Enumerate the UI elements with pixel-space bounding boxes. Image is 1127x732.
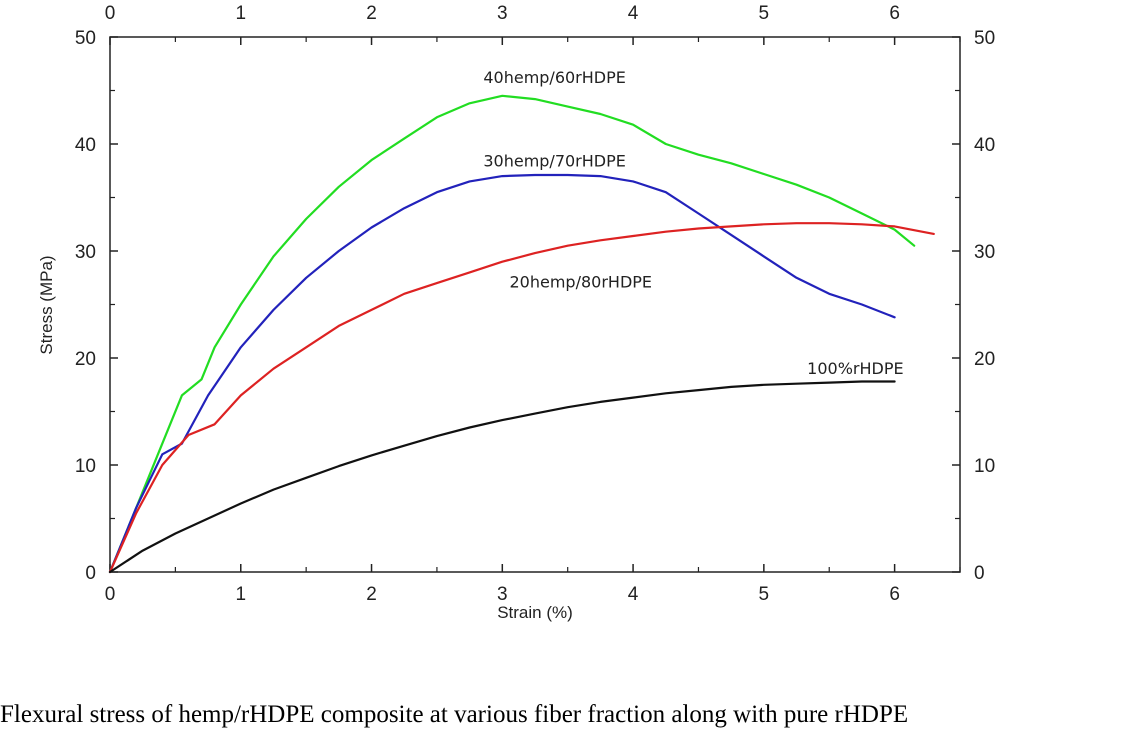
labels-layer: 40hemp/60rHDPE 30hemp/70rHDPE 20hemp/80rHD…: [483, 68, 903, 378]
x-tick-label-top: 3: [497, 3, 508, 24]
y-tick-label-left: 20: [75, 349, 96, 370]
y-tick-label-right: 10: [974, 456, 995, 477]
y-tick-label-left: 10: [75, 456, 96, 477]
y-axis-title: Stress (MPa): [37, 255, 56, 354]
series-line-1: [108, 94, 916, 574]
x-tick-label-bottom: 3: [497, 584, 508, 605]
x-tick-label-bottom: 5: [759, 584, 770, 605]
series-line-2: [108, 173, 896, 574]
x-tick-label-top: 2: [366, 3, 377, 24]
y-tick-label-left: 40: [75, 135, 96, 156]
y-tick-label-left: 0: [85, 563, 96, 584]
series-annotation: 40hemp/60rHDPE: [483, 68, 626, 87]
series-line-3: [108, 222, 935, 574]
series-layer: [108, 94, 935, 574]
y-tick-label-right: 0: [974, 563, 985, 584]
y-tick-label-right: 40: [974, 135, 995, 156]
x-tick-label-top: 0: [105, 3, 116, 24]
x-tick-label-top: 6: [889, 3, 900, 24]
x-tick-label-top: 1: [235, 3, 246, 24]
x-tick-label-top: 5: [759, 3, 770, 24]
figure-caption: Flexural stress of hemp/rHDPE composite …: [0, 701, 909, 728]
x-axis-title: Strain (%): [497, 603, 573, 622]
x-tick-label-top: 4: [628, 3, 639, 24]
plot-frame: [109, 36, 961, 573]
y-tick-label-right: 30: [974, 242, 995, 263]
x-tick-label-bottom: 2: [366, 584, 377, 605]
x-tick-label-bottom: 6: [889, 584, 900, 605]
y-tick-label-left: 50: [75, 28, 96, 49]
x-tick-label-bottom: 1: [235, 584, 246, 605]
series-annotation: 20hemp/80rHDPE: [510, 272, 653, 291]
y-tick-label-right: 50: [974, 28, 995, 49]
series-annotation: 30hemp/70rHDPE: [483, 151, 626, 170]
series-line-4: [108, 380, 896, 574]
x-tick-label-bottom: 4: [628, 584, 639, 605]
series-annotation: 100%rHDPE: [807, 359, 903, 378]
y-tick-label-left: 30: [75, 242, 96, 263]
y-tick-label-right: 20: [974, 349, 995, 370]
x-tick-label-bottom: 0: [105, 584, 116, 605]
